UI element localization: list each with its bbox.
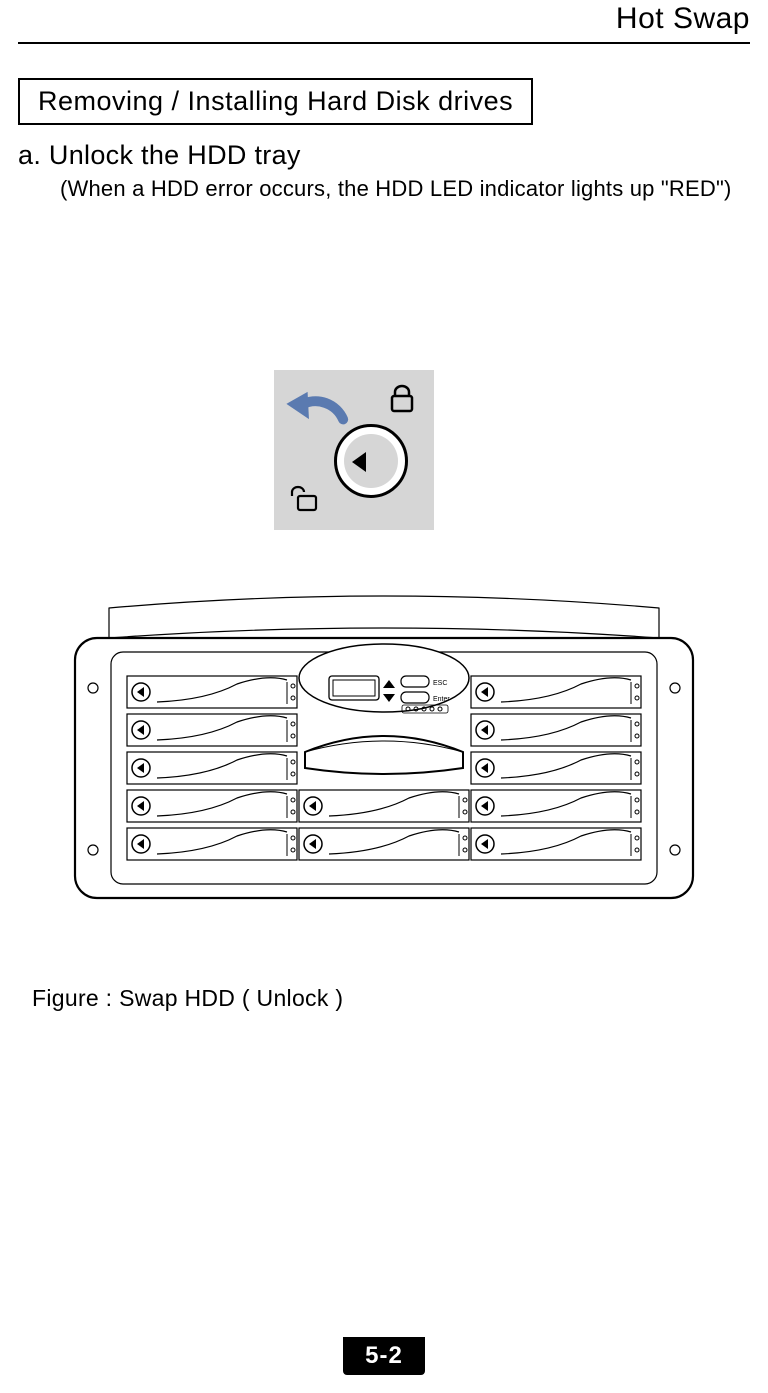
lock-detail-figure <box>274 370 434 530</box>
page: Hot Swap Removing / Installing Hard Disk… <box>0 0 768 1393</box>
step-label: a. Unlock the HDD tray <box>18 140 301 171</box>
figure-caption: Figure : Swap HDD ( Unlock ) <box>32 985 343 1012</box>
padlock-locked-icon <box>388 384 416 414</box>
page-number: 5-2 <box>365 1342 403 1370</box>
enclosure-figure: ESC Enter <box>49 580 719 930</box>
step-note: (When a HDD error occurs, the HDD LED in… <box>60 176 732 202</box>
padlock-open-icon <box>288 484 318 514</box>
page-number-tab: 5-2 <box>343 1337 425 1375</box>
lock-knob-pointer-icon <box>352 452 366 472</box>
header-rule <box>18 42 750 44</box>
page-header-title: Hot Swap <box>616 2 750 36</box>
section-title-box: Removing / Installing Hard Disk drives <box>18 78 533 125</box>
section-title: Removing / Installing Hard Disk drives <box>18 78 533 125</box>
esc-button-label: ESC <box>433 680 447 687</box>
enter-button-label: Enter <box>433 696 450 703</box>
